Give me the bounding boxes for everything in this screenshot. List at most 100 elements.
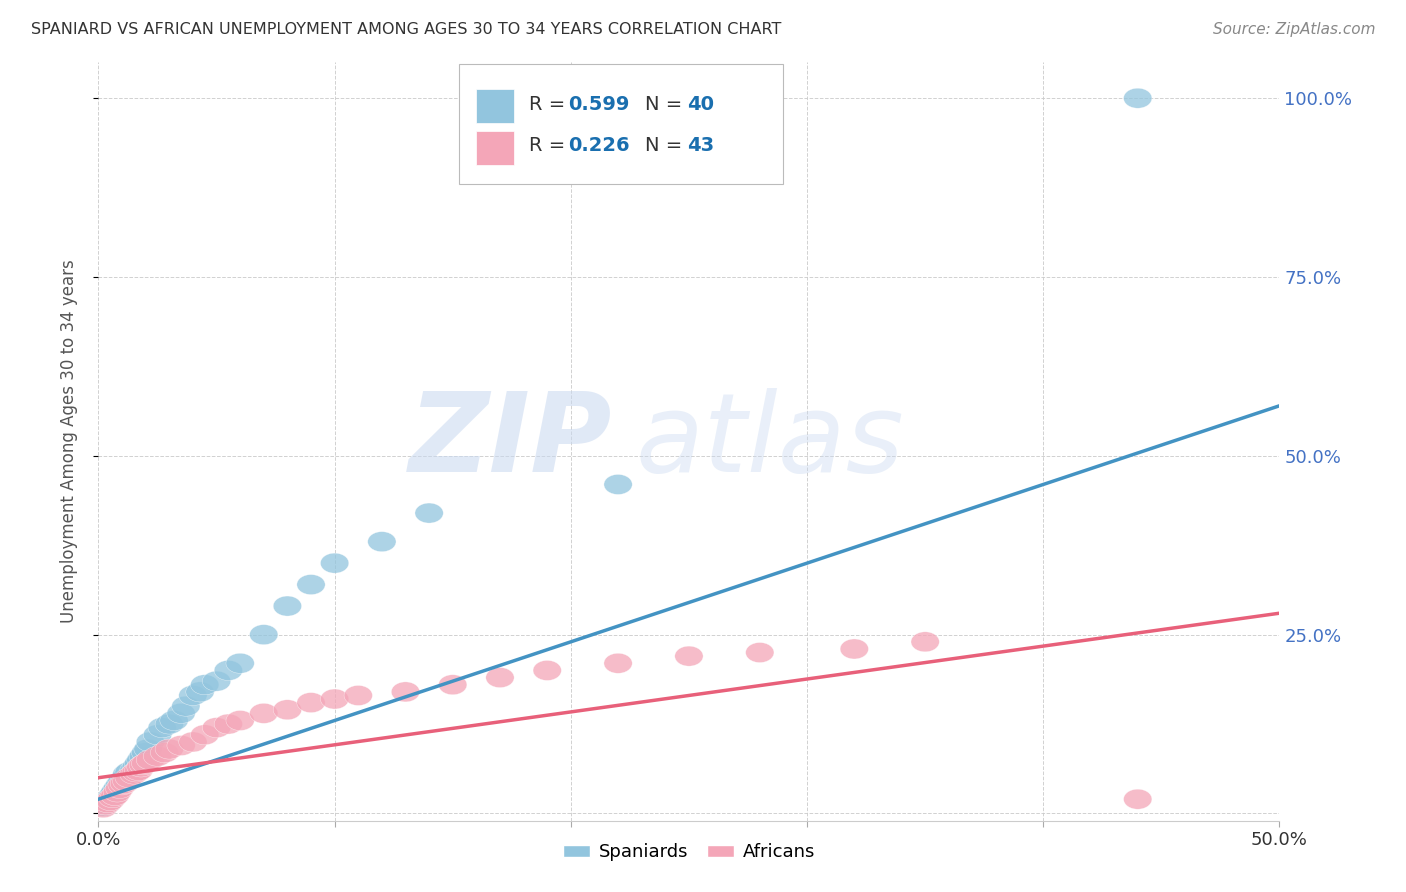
Ellipse shape (110, 769, 139, 789)
Ellipse shape (91, 795, 120, 815)
Ellipse shape (96, 789, 124, 809)
Ellipse shape (605, 475, 633, 494)
Ellipse shape (103, 782, 132, 802)
Text: Source: ZipAtlas.com: Source: ZipAtlas.com (1212, 22, 1375, 37)
Ellipse shape (155, 714, 183, 734)
Ellipse shape (94, 793, 122, 813)
Ellipse shape (911, 632, 939, 652)
Text: 40: 40 (686, 95, 714, 113)
Ellipse shape (112, 764, 141, 784)
Ellipse shape (160, 711, 188, 731)
Ellipse shape (127, 757, 155, 777)
Ellipse shape (98, 786, 127, 805)
Ellipse shape (297, 574, 325, 595)
Text: atlas: atlas (636, 388, 904, 495)
Ellipse shape (89, 797, 117, 818)
Ellipse shape (96, 790, 124, 811)
Ellipse shape (321, 553, 349, 574)
Text: N =: N = (645, 95, 689, 113)
Ellipse shape (108, 775, 136, 795)
Ellipse shape (167, 736, 195, 756)
Ellipse shape (1123, 789, 1152, 809)
Ellipse shape (98, 788, 127, 808)
Ellipse shape (179, 685, 207, 706)
Text: SPANIARD VS AFRICAN UNEMPLOYMENT AMONG AGES 30 TO 34 YEARS CORRELATION CHART: SPANIARD VS AFRICAN UNEMPLOYMENT AMONG A… (31, 22, 782, 37)
Ellipse shape (344, 685, 373, 706)
Ellipse shape (273, 596, 301, 616)
Ellipse shape (273, 699, 301, 720)
Ellipse shape (172, 696, 200, 716)
Ellipse shape (439, 674, 467, 695)
Ellipse shape (321, 689, 349, 709)
Ellipse shape (214, 660, 242, 681)
Ellipse shape (112, 772, 141, 791)
Ellipse shape (415, 503, 443, 523)
Ellipse shape (132, 743, 160, 763)
Ellipse shape (143, 725, 172, 745)
Ellipse shape (108, 772, 136, 791)
Ellipse shape (124, 761, 153, 780)
Ellipse shape (226, 711, 254, 731)
Ellipse shape (127, 750, 155, 770)
FancyBboxPatch shape (458, 64, 783, 184)
Ellipse shape (101, 786, 129, 805)
Ellipse shape (132, 754, 160, 773)
Ellipse shape (1123, 88, 1152, 108)
Ellipse shape (94, 793, 122, 813)
Ellipse shape (167, 703, 195, 723)
Ellipse shape (191, 725, 219, 745)
Ellipse shape (250, 624, 278, 645)
Ellipse shape (155, 739, 183, 759)
Ellipse shape (368, 532, 396, 551)
Ellipse shape (122, 762, 150, 782)
Ellipse shape (136, 732, 165, 752)
Ellipse shape (605, 653, 633, 673)
FancyBboxPatch shape (477, 89, 515, 123)
Ellipse shape (101, 782, 129, 802)
Text: 0.599: 0.599 (568, 95, 630, 113)
Ellipse shape (129, 747, 157, 766)
Ellipse shape (143, 747, 172, 766)
Ellipse shape (533, 660, 561, 681)
Ellipse shape (91, 795, 120, 815)
Ellipse shape (115, 762, 143, 782)
Ellipse shape (105, 775, 134, 795)
Text: 0.226: 0.226 (568, 136, 630, 155)
Ellipse shape (122, 757, 150, 777)
Ellipse shape (214, 714, 242, 734)
Y-axis label: Unemployment Among Ages 30 to 34 years: Unemployment Among Ages 30 to 34 years (59, 260, 77, 624)
Ellipse shape (202, 671, 231, 691)
Ellipse shape (186, 681, 214, 702)
Ellipse shape (124, 754, 153, 773)
FancyBboxPatch shape (477, 130, 515, 165)
Ellipse shape (89, 797, 117, 816)
Ellipse shape (120, 761, 148, 780)
Ellipse shape (105, 779, 134, 798)
Ellipse shape (115, 768, 143, 788)
Ellipse shape (120, 764, 148, 784)
Ellipse shape (745, 642, 773, 663)
Text: N =: N = (645, 136, 689, 155)
Ellipse shape (103, 779, 132, 798)
Ellipse shape (148, 718, 176, 738)
Text: R =: R = (530, 136, 572, 155)
Ellipse shape (110, 773, 139, 794)
Ellipse shape (250, 703, 278, 723)
Ellipse shape (297, 692, 325, 713)
Ellipse shape (841, 639, 869, 659)
Ellipse shape (150, 743, 179, 763)
Ellipse shape (675, 646, 703, 666)
Ellipse shape (129, 755, 157, 775)
Ellipse shape (191, 674, 219, 695)
Ellipse shape (391, 681, 419, 702)
Ellipse shape (202, 718, 231, 738)
Ellipse shape (486, 667, 515, 688)
Text: ZIP: ZIP (409, 388, 612, 495)
Ellipse shape (179, 732, 207, 752)
Legend: Spaniards, Africans: Spaniards, Africans (555, 836, 823, 869)
Text: 43: 43 (686, 136, 714, 155)
Ellipse shape (136, 750, 165, 770)
Ellipse shape (226, 653, 254, 673)
Text: R =: R = (530, 95, 572, 113)
Ellipse shape (134, 739, 162, 759)
